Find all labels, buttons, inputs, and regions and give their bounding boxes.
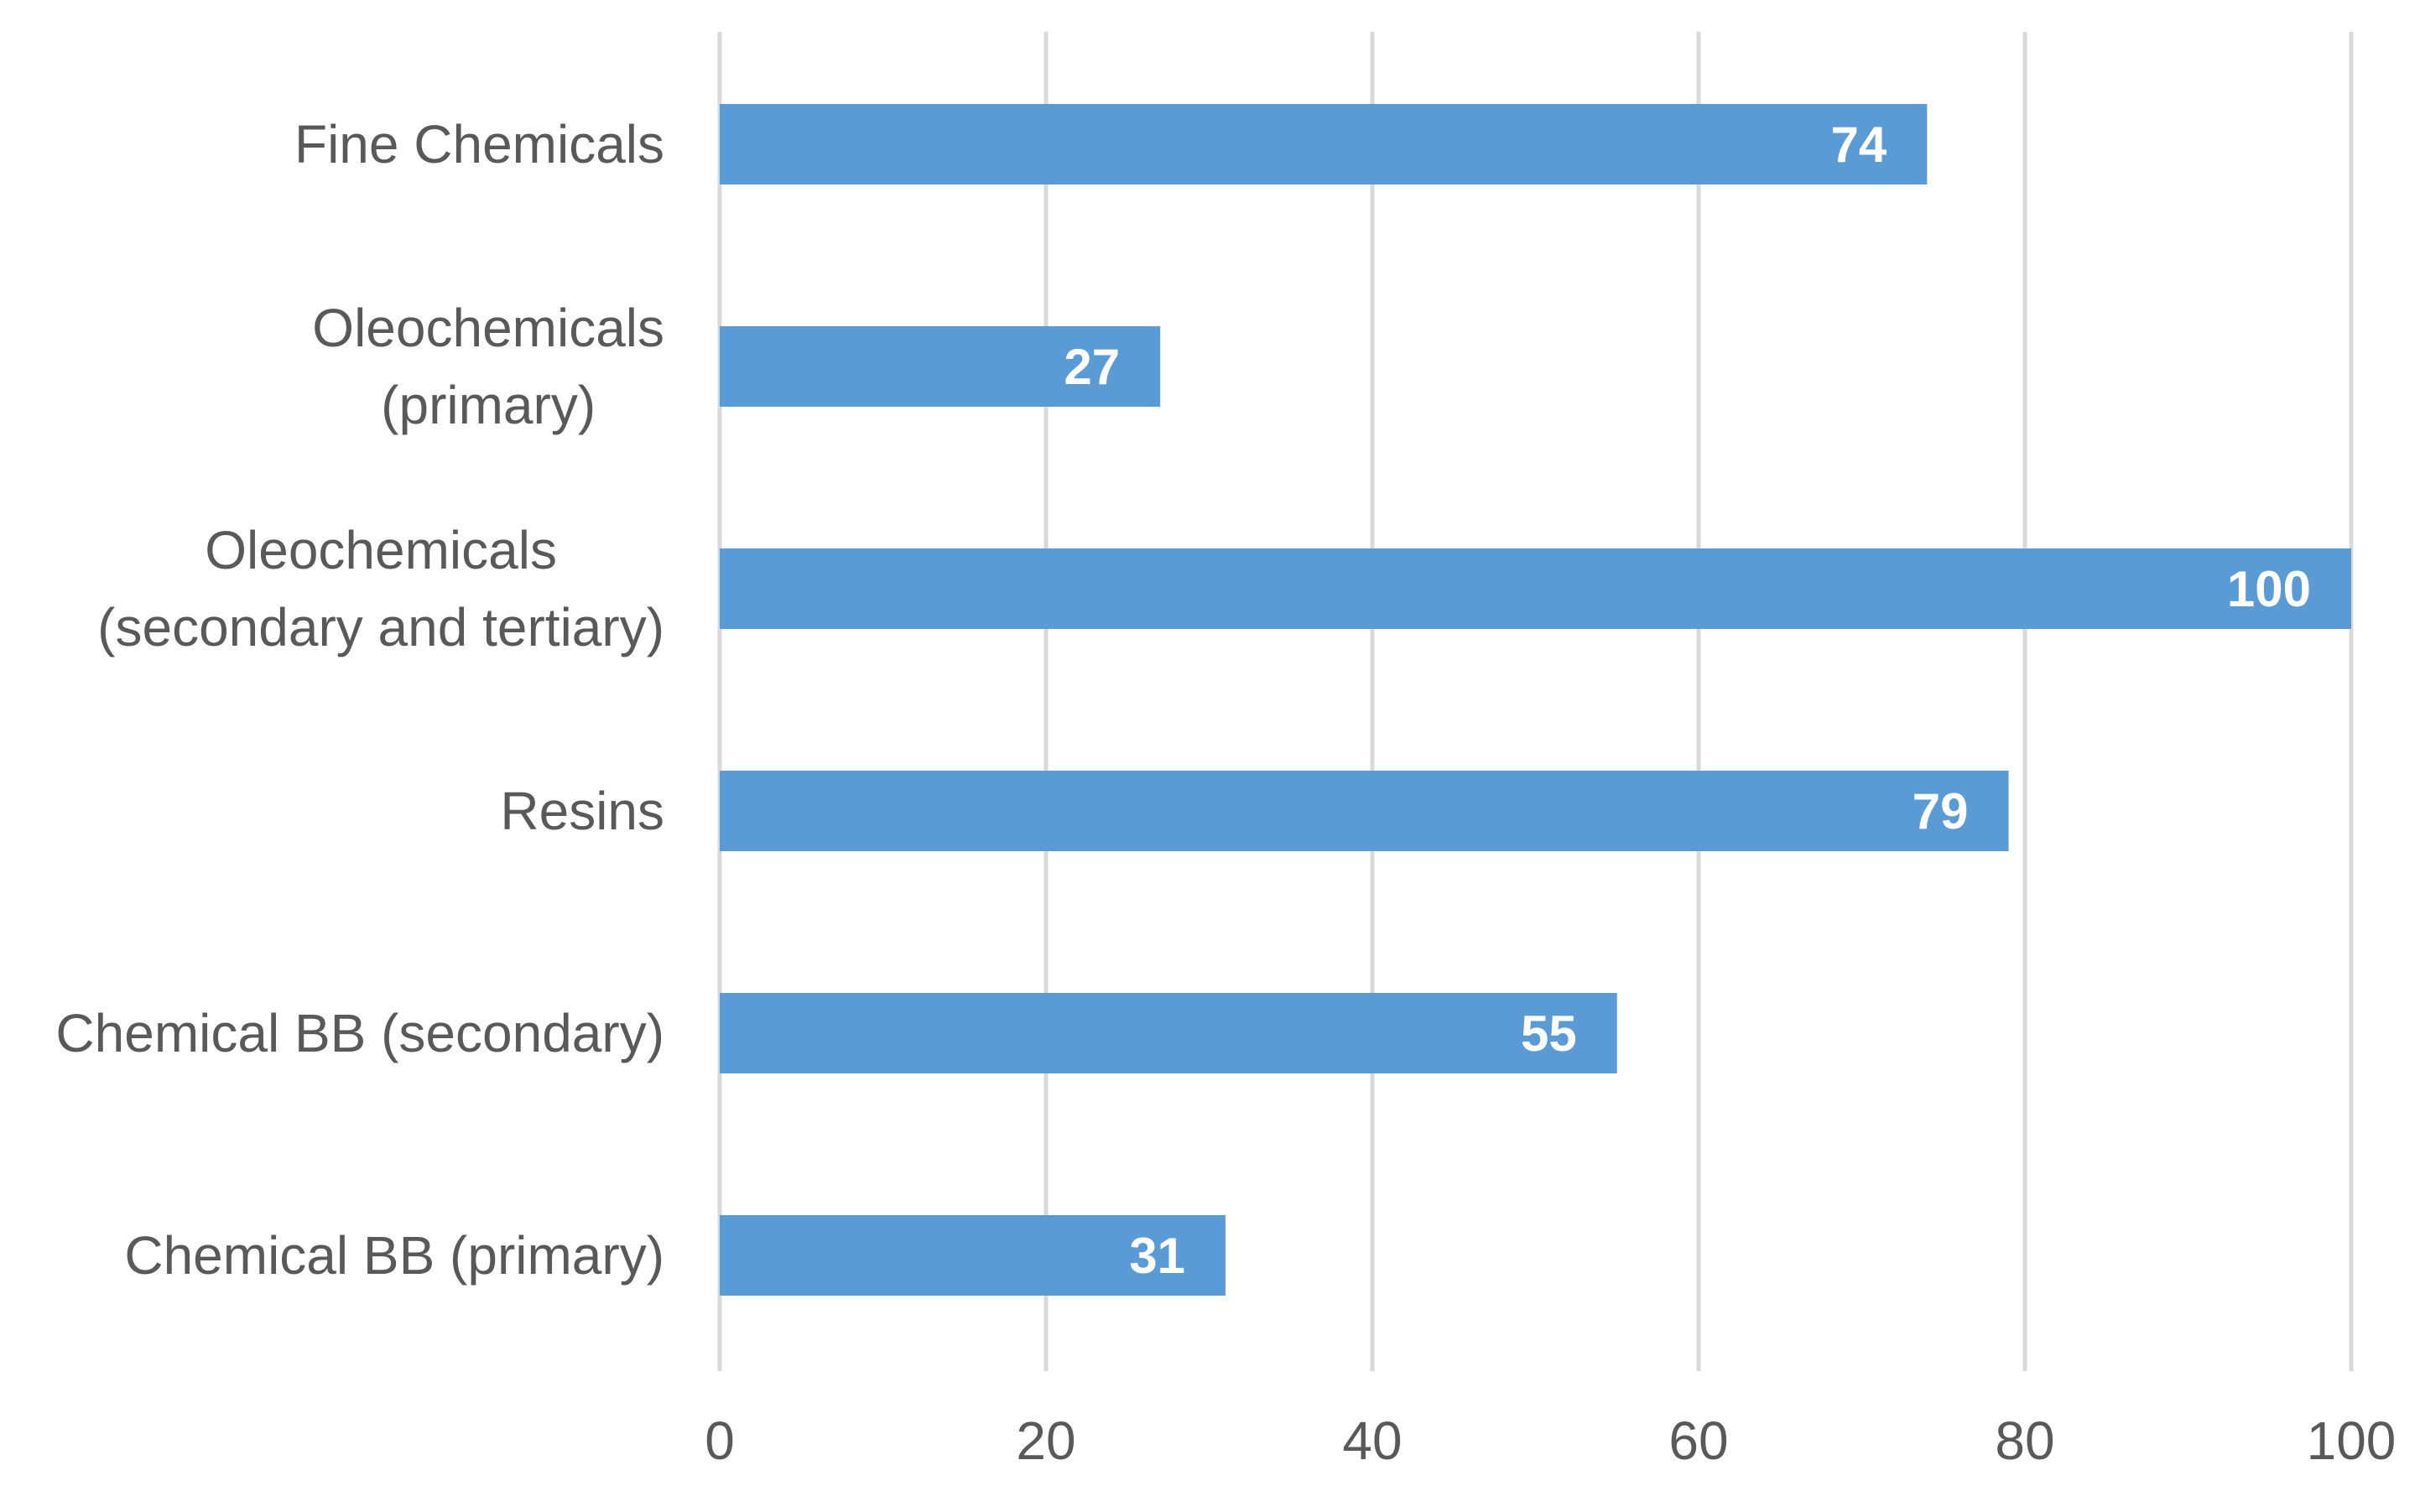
bar: [720, 771, 2009, 851]
category-label: Fine Chemicals: [294, 114, 664, 174]
category-label: Chemical BB (secondary): [55, 1003, 664, 1063]
data-label: 27: [1064, 339, 1120, 395]
gridlines: [717, 32, 2354, 1371]
bar: [720, 1215, 1226, 1296]
x-tick-label: 100: [2307, 1411, 2397, 1471]
x-tick-label: 60: [1668, 1411, 1728, 1471]
category-label: Oleochemicals: [312, 298, 664, 358]
category-labels: Fine Chemicals Oleochemicals (primary) Oleo…: [55, 114, 664, 1286]
category-label: (primary): [381, 375, 596, 435]
x-tick-label: 40: [1342, 1411, 1402, 1471]
category-label: Chemical BB (primary): [124, 1225, 664, 1286]
data-label: 74: [1831, 117, 1887, 173]
category-label: Resins: [500, 781, 664, 841]
data-label: 79: [1913, 783, 1969, 839]
x-tick-label: 20: [1016, 1411, 1075, 1471]
bar: [720, 104, 1928, 184]
category-label: Oleochemicals: [205, 520, 557, 580]
data-label: 55: [1521, 1005, 1577, 1062]
category-label: (secondary and tertiary): [97, 597, 664, 657]
bar: [720, 548, 2351, 629]
data-label: 100: [2227, 561, 2311, 617]
x-tick-label: 80: [1995, 1411, 2054, 1471]
bar: [720, 326, 1161, 407]
x-axis-tick-labels: 0 20 40 60 80 100: [705, 1411, 2396, 1471]
bars: 74 27 100 79 55 31: [720, 104, 2351, 1296]
data-label: 31: [1129, 1228, 1185, 1284]
bar: [720, 993, 1617, 1073]
x-tick-label: 0: [705, 1411, 735, 1471]
